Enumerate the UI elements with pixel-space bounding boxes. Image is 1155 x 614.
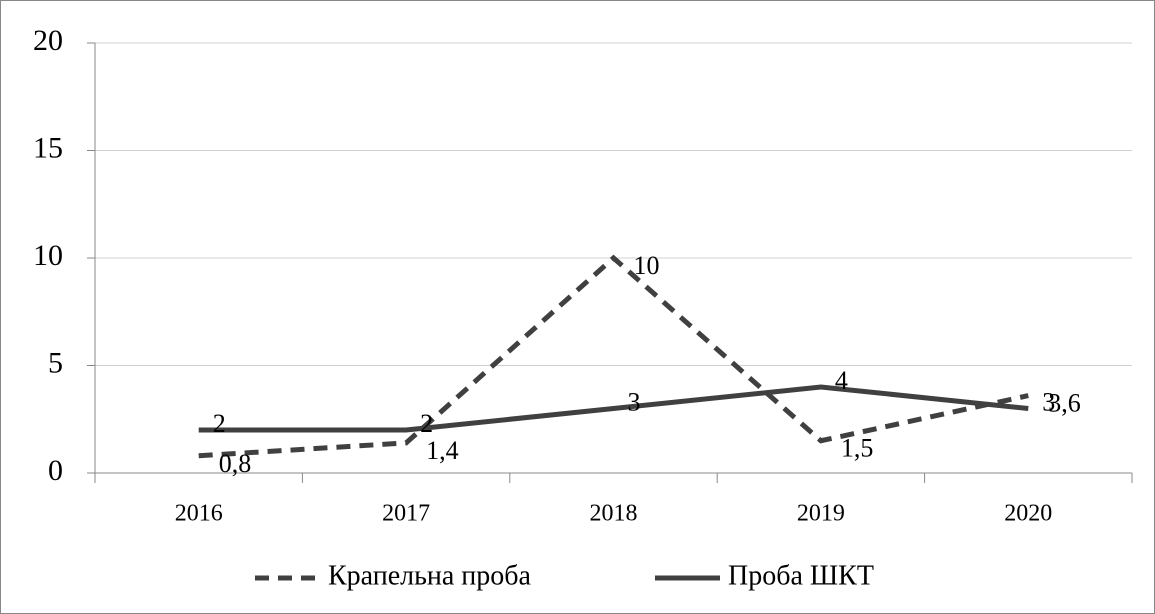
y-tick-label: 5: [48, 346, 63, 379]
y-tick-label: 20: [33, 24, 63, 57]
x-tick-label: 2018: [590, 501, 638, 527]
value-label: 3: [628, 387, 641, 416]
value-label: 3: [1042, 387, 1055, 416]
value-label: 1,5: [841, 434, 874, 463]
value-label: 2: [420, 409, 433, 438]
x-tick-label: 2017: [382, 501, 430, 527]
value-label: 4: [835, 366, 848, 395]
value-label: 10: [634, 251, 660, 280]
y-tick-label: 0: [48, 454, 63, 487]
x-tick-label: 2019: [797, 501, 845, 527]
x-tick-label: 2016: [175, 501, 223, 527]
value-label: 0,8: [219, 449, 252, 478]
x-tick-label: 2020: [1004, 501, 1052, 527]
legend-label: Крапельна проба: [328, 560, 532, 591]
y-tick-label: 15: [33, 131, 63, 164]
value-label: 1,4: [426, 436, 459, 465]
series-line: [198, 384, 1029, 433]
value-label: 2: [213, 409, 226, 438]
series-line: [198, 254, 1029, 459]
value-label: 3,6: [1048, 389, 1081, 418]
y-tick-label: 10: [33, 239, 63, 272]
legend-label: Проба ШКТ: [728, 560, 874, 591]
